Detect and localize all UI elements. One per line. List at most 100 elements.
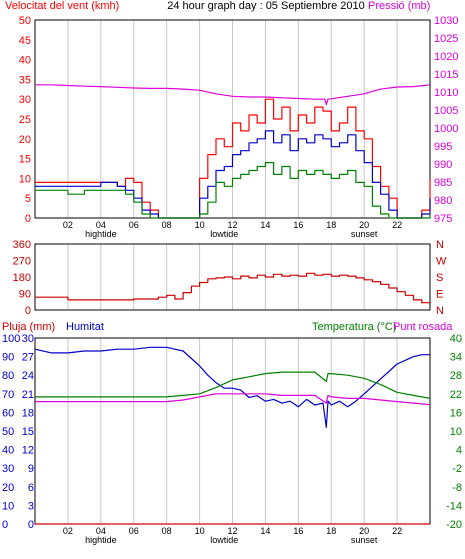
- direction-compass-tick: N: [436, 239, 444, 251]
- climate-x-tick-20: 20: [359, 526, 369, 536]
- chart-title: 24 hour graph day : 05 Septiembre 2010: [167, 0, 365, 12]
- rain-y-tick: 21: [22, 389, 34, 401]
- climate-x-tick-10: 10: [195, 526, 205, 536]
- wind-x-tick-14: 14: [260, 220, 270, 230]
- climate-x-tick-06: 06: [129, 526, 139, 536]
- direction-y-tick: 0: [25, 305, 31, 317]
- wind-pressure-panel: 0510152025303540455097598098599099510001…: [19, 15, 459, 239]
- climate-marker-hightide: hightide: [85, 535, 117, 545]
- climate-x-tick-04: 04: [96, 526, 106, 536]
- temperature-y-tick: 4: [456, 445, 462, 457]
- wind-y-tick: 40: [19, 55, 31, 67]
- pressure-y-tick: 1020: [434, 51, 458, 63]
- wind-x-tick-12: 12: [227, 220, 237, 230]
- wind-x-tick-16: 16: [293, 220, 303, 230]
- wind-x-tick-20: 20: [359, 220, 369, 230]
- direction-compass-tick: E: [436, 289, 443, 301]
- climate-marker-lowtide: lowtide: [210, 535, 238, 545]
- humidity-y-tick: 100: [2, 333, 20, 345]
- wind-x-tick-08: 08: [162, 220, 172, 230]
- wind-y-tick: 15: [19, 154, 31, 166]
- dew-point-axis-title: Punt rosada: [393, 321, 453, 333]
- temperature-y-tick: -8: [452, 482, 462, 494]
- pressure-y-tick: 985: [434, 177, 452, 189]
- direction-y-tick: 90: [19, 289, 31, 301]
- direction-y-tick: 180: [13, 272, 31, 284]
- climate-x-tick-16: 16: [293, 526, 303, 536]
- pressure-axis-title: Pressió (mb): [368, 0, 430, 12]
- direction-y-tick: 360: [13, 239, 31, 251]
- wind-low-line: [35, 162, 431, 219]
- direction-compass-tick: W: [436, 256, 447, 268]
- rain-y-tick: 6: [28, 482, 34, 494]
- temperature-line: [35, 371, 431, 399]
- wind-x-tick-10: 10: [195, 220, 205, 230]
- humidity-y-tick: 80: [2, 370, 14, 382]
- temperature-y-tick: -14: [446, 500, 462, 512]
- temperature-y-tick: 16: [450, 407, 462, 419]
- temperature-y-tick: -2: [452, 463, 462, 475]
- temperature-y-tick: 10: [450, 426, 462, 438]
- rain-y-tick: 9: [28, 463, 34, 475]
- rain-y-tick: 30: [22, 333, 34, 345]
- direction-frame: [34, 243, 431, 311]
- wind-y-tick: 30: [19, 94, 31, 106]
- wind-axis-title: Velocitat del vent (kmh): [5, 0, 119, 12]
- humidity-y-tick: 60: [2, 407, 14, 419]
- pressure-y-tick: 1005: [434, 105, 458, 117]
- rain-y-tick: 3: [28, 500, 34, 512]
- direction-compass-tick: N: [436, 305, 444, 317]
- wind-y-tick: 45: [19, 35, 31, 47]
- climate-x-tick-22: 22: [392, 526, 402, 536]
- humidity-y-tick: 50: [2, 426, 14, 438]
- temperature-y-tick: -20: [446, 519, 462, 531]
- pressure-y-tick: 980: [434, 195, 452, 207]
- wind-y-tick: 10: [19, 173, 31, 185]
- temperature-y-tick: 28: [450, 370, 462, 382]
- rain-y-tick: 0: [28, 519, 34, 531]
- wind-y-tick: 5: [25, 193, 31, 205]
- wind-x-tick-22: 22: [392, 220, 402, 230]
- wind-marker-lowtide: lowtide: [210, 229, 238, 239]
- pressure-y-tick: 995: [434, 141, 452, 153]
- humidity-y-tick: 10: [2, 500, 14, 512]
- wind-x-tick-06: 06: [129, 220, 139, 230]
- temperature-axis-title: Temperatura (°C): [312, 321, 396, 333]
- rain-y-tick: 15: [22, 426, 34, 438]
- wind-gust-line: [35, 98, 431, 219]
- climate-x-tick-02: 02: [63, 526, 73, 536]
- wind-y-tick: 20: [19, 134, 31, 146]
- pressure-y-tick: 1010: [434, 87, 458, 99]
- pressure-line: [35, 84, 431, 106]
- wind-y-tick: 35: [19, 74, 31, 86]
- wind-marker-hightide: hightide: [85, 229, 117, 239]
- wind-direction-line: [35, 272, 430, 304]
- humidity-y-tick: 30: [2, 463, 14, 475]
- humidity-y-tick: 40: [2, 445, 14, 457]
- pressure-y-tick: 990: [434, 159, 452, 171]
- temperature-y-tick: 40: [450, 333, 462, 345]
- wind-y-tick: 25: [19, 114, 31, 126]
- humidity-line: [34, 346, 430, 428]
- humidity-y-tick: 0: [2, 519, 8, 531]
- rain-axis-title: Pluja (mm): [2, 321, 55, 333]
- pressure-y-tick: 1025: [434, 33, 458, 45]
- humidity-axis-title: Humitat: [66, 321, 104, 333]
- rain-y-tick: 12: [22, 445, 34, 457]
- climate-marker-sunset: sunset: [351, 535, 378, 545]
- rain-y-tick: 18: [22, 407, 34, 419]
- wind-x-tick-02: 02: [63, 220, 73, 230]
- wind-x-tick-18: 18: [326, 220, 336, 230]
- wind-y-tick: 50: [19, 15, 31, 27]
- climate-x-tick-18: 18: [326, 526, 336, 536]
- climate-x-tick-08: 08: [162, 526, 172, 536]
- dew-point-line: [35, 393, 431, 406]
- wind-x-tick-04: 04: [96, 220, 106, 230]
- pressure-y-tick: 1015: [434, 69, 458, 81]
- temperature-y-tick: 22: [450, 389, 462, 401]
- rain-y-tick: 24: [22, 370, 34, 382]
- wind-y-tick: 0: [25, 213, 31, 225]
- humidity-y-tick: 20: [2, 482, 14, 494]
